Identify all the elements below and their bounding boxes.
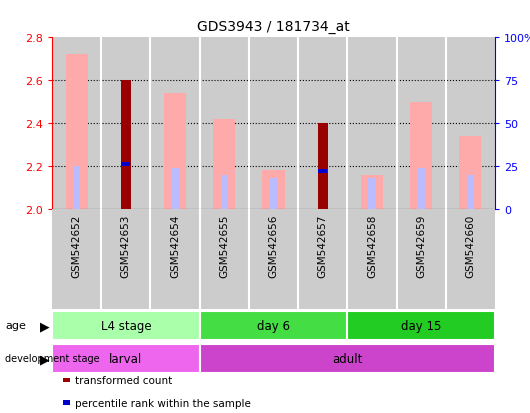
Bar — [446, 38, 495, 209]
Bar — [200, 311, 347, 341]
Bar — [368, 178, 376, 209]
Bar — [101, 209, 151, 309]
Bar — [151, 38, 200, 209]
Text: GSM542654: GSM542654 — [170, 214, 180, 278]
Text: day 6: day 6 — [257, 319, 290, 332]
Bar — [249, 209, 298, 309]
Bar — [318, 124, 328, 209]
Text: GSM542652: GSM542652 — [72, 214, 82, 278]
Text: development stage: development stage — [5, 354, 100, 363]
Bar — [347, 38, 396, 209]
Text: ▶: ▶ — [40, 352, 50, 365]
Bar — [410, 102, 432, 209]
Text: larval: larval — [109, 352, 143, 365]
Bar — [121, 81, 131, 209]
Text: GSM542660: GSM542660 — [465, 214, 475, 278]
Bar — [347, 311, 495, 341]
Bar — [319, 170, 327, 174]
Bar — [262, 171, 285, 209]
Bar — [151, 209, 200, 309]
Text: ▶: ▶ — [40, 319, 50, 332]
Bar — [200, 209, 249, 309]
Bar — [361, 175, 383, 209]
Bar — [52, 209, 101, 309]
Bar — [270, 178, 277, 209]
Text: GSM542653: GSM542653 — [121, 214, 131, 278]
Bar — [101, 38, 151, 209]
Bar — [467, 175, 474, 209]
Bar — [52, 38, 101, 209]
Bar — [298, 38, 347, 209]
Bar — [213, 119, 235, 209]
Text: GSM542656: GSM542656 — [269, 214, 278, 278]
Bar — [460, 137, 481, 209]
Text: transformed count: transformed count — [75, 375, 173, 385]
Bar — [66, 55, 87, 209]
Text: GSM542655: GSM542655 — [219, 214, 229, 278]
Bar — [298, 209, 347, 309]
Bar — [52, 311, 200, 341]
Bar — [396, 209, 446, 309]
Bar — [249, 38, 298, 209]
Bar — [200, 38, 249, 209]
Bar — [347, 209, 396, 309]
Bar — [73, 166, 81, 209]
Text: age: age — [5, 321, 26, 331]
Text: adult: adult — [332, 352, 363, 365]
Text: day 15: day 15 — [401, 319, 441, 332]
Bar — [121, 163, 130, 167]
Title: GDS3943 / 181734_at: GDS3943 / 181734_at — [197, 20, 350, 34]
Bar — [171, 169, 179, 209]
Text: GSM542658: GSM542658 — [367, 214, 377, 278]
Bar — [52, 344, 200, 373]
Text: GSM542657: GSM542657 — [317, 214, 328, 278]
Bar — [418, 169, 425, 209]
Text: percentile rank within the sample: percentile rank within the sample — [75, 398, 251, 408]
Text: GSM542659: GSM542659 — [416, 214, 426, 278]
Bar — [446, 209, 495, 309]
Bar — [200, 344, 495, 373]
Bar — [396, 38, 446, 209]
Bar — [220, 175, 228, 209]
Text: L4 stage: L4 stage — [101, 319, 151, 332]
Bar — [164, 94, 186, 209]
